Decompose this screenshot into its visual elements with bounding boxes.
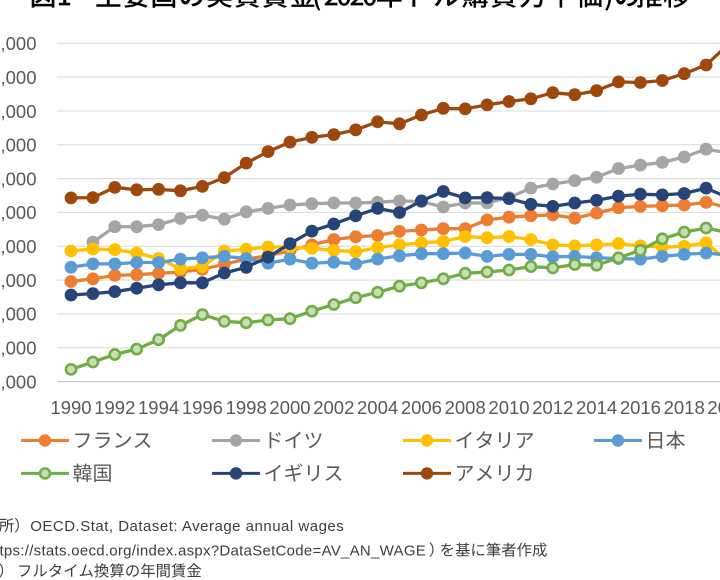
svg-text:2002: 2002 [313,397,354,418]
svg-text:1996: 1996 [182,397,223,418]
svg-text:1992: 1992 [94,397,135,418]
svg-text:2000: 2000 [269,397,310,418]
svg-text:1994: 1994 [138,397,179,418]
svg-text:60,000: 60,000 [0,101,37,122]
svg-text:45,000: 45,000 [0,202,37,223]
svg-text:40,000: 40,000 [0,236,37,257]
svg-text:2010: 2010 [488,397,529,418]
svg-text:1998: 1998 [226,397,267,418]
svg-text:50,000: 50,000 [0,168,37,189]
svg-text:30,000: 30,000 [0,304,37,325]
svg-text:2014: 2014 [576,397,617,418]
svg-text:https://stats.oecd.org/index.a: https://stats.oecd.org/index.aspx?DataSe… [0,543,426,560]
svg-text:2008: 2008 [445,397,486,418]
svg-text:OECD.Stat, Dataset: Average an: OECD.Stat, Dataset: Average annual wages [30,518,344,535]
svg-text:55,000: 55,000 [0,135,37,156]
svg-text:2012: 2012 [532,397,573,418]
svg-text:2020: 2020 [707,397,720,418]
svg-text:2004: 2004 [357,397,398,418]
svg-text:2006: 2006 [401,397,442,418]
svg-text:2016: 2016 [620,397,661,418]
svg-text:35,000: 35,000 [0,270,37,291]
svg-text:70,000: 70,000 [0,33,37,54]
svg-text:1990: 1990 [50,397,91,418]
svg-text:2018: 2018 [664,397,705,418]
svg-text:65,000: 65,000 [0,67,37,88]
svg-text:20,000: 20,000 [0,371,37,392]
svg-text:25,000: 25,000 [0,338,37,359]
